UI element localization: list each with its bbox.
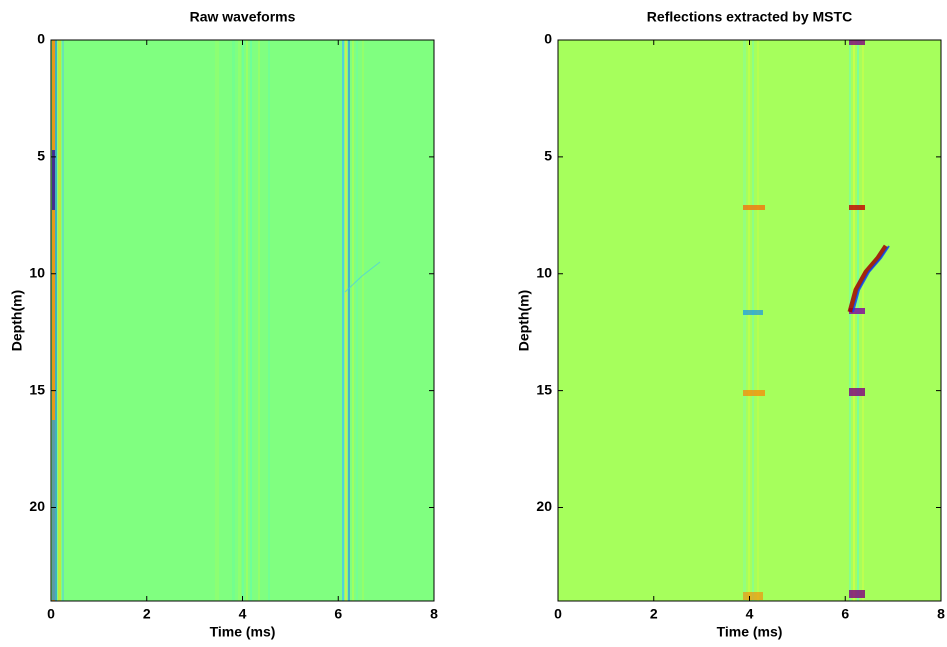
chart-title: Raw waveforms	[190, 9, 296, 25]
image-texture	[757, 40, 759, 601]
y-tick-label: 5	[37, 148, 45, 164]
image-texture	[52, 40, 55, 601]
x-tick-label: 4	[239, 606, 247, 622]
image-texture	[268, 40, 270, 601]
reflection-streak	[344, 261, 381, 293]
image-texture	[250, 40, 252, 601]
image-texture	[246, 40, 248, 601]
x-tick-label: 2	[143, 606, 151, 622]
y-tick-label: 20	[536, 498, 552, 514]
image-texture	[748, 40, 750, 601]
image-texture	[752, 40, 754, 601]
image-texture	[345, 40, 347, 601]
x-tick-label: 0	[554, 606, 562, 622]
reflection-streak	[847, 244, 889, 313]
x-tick-label: 0	[47, 606, 55, 622]
reflection-streak	[852, 245, 890, 313]
image-texture	[849, 308, 865, 314]
image-texture	[362, 40, 364, 601]
image-texture	[849, 40, 851, 601]
x-axis-label: Time (ms)	[210, 624, 276, 640]
image-texture	[52, 420, 55, 600]
image-texture	[232, 40, 235, 601]
image-texture	[342, 40, 344, 601]
image-texture	[743, 205, 765, 210]
x-tick-label: 6	[841, 606, 849, 622]
chart-title: Reflections extracted by MSTC	[647, 9, 852, 25]
image-texture	[849, 40, 865, 45]
image-texture	[242, 40, 244, 601]
y-tick-label: 5	[544, 148, 552, 164]
image-texture	[849, 205, 865, 210]
x-tick-label: 6	[334, 606, 342, 622]
x-tick-label: 8	[430, 606, 438, 622]
image-texture	[55, 40, 57, 601]
panel: 0 2 4 6 8 0 5 10 15 20 Reflections extracted by MS…	[516, 9, 945, 640]
image-texture	[743, 40, 746, 601]
y-tick-label: 15	[29, 381, 45, 397]
y-axis-label: Depth(m)	[9, 290, 25, 351]
y-tick-label: 0	[37, 31, 45, 47]
image-texture	[857, 40, 859, 601]
x-axis-label: Time (ms)	[717, 624, 783, 640]
image-texture	[52, 150, 55, 210]
image-texture	[862, 40, 864, 601]
x-tick-label: 8	[937, 606, 945, 622]
image-texture	[348, 40, 350, 601]
x-tick-label: 2	[650, 606, 658, 622]
y-tick-label: 20	[29, 498, 45, 514]
image-texture	[238, 40, 241, 601]
y-tick-label: 10	[29, 264, 45, 280]
y-tick-label: 0	[544, 31, 552, 47]
image-texture	[352, 40, 354, 601]
image-texture	[743, 310, 763, 315]
y-tick-label: 10	[536, 264, 552, 280]
image-texture	[743, 390, 765, 396]
image-texture	[258, 40, 260, 601]
image-texture	[849, 590, 865, 598]
y-tick-label: 15	[536, 381, 552, 397]
image-texture	[853, 40, 855, 601]
image-texture	[215, 40, 219, 601]
image-texture	[849, 388, 865, 396]
image-texture	[743, 592, 763, 600]
panel: 0 2 4 6 8 0 5 10 15 20 Raw waveforms Time (ms) Depth…	[9, 9, 438, 640]
x-tick-label: 4	[746, 606, 754, 622]
image-texture	[356, 40, 358, 601]
image-texture	[58, 40, 61, 601]
image-texture	[62, 40, 64, 601]
y-axis-label: Depth(m)	[516, 290, 532, 351]
